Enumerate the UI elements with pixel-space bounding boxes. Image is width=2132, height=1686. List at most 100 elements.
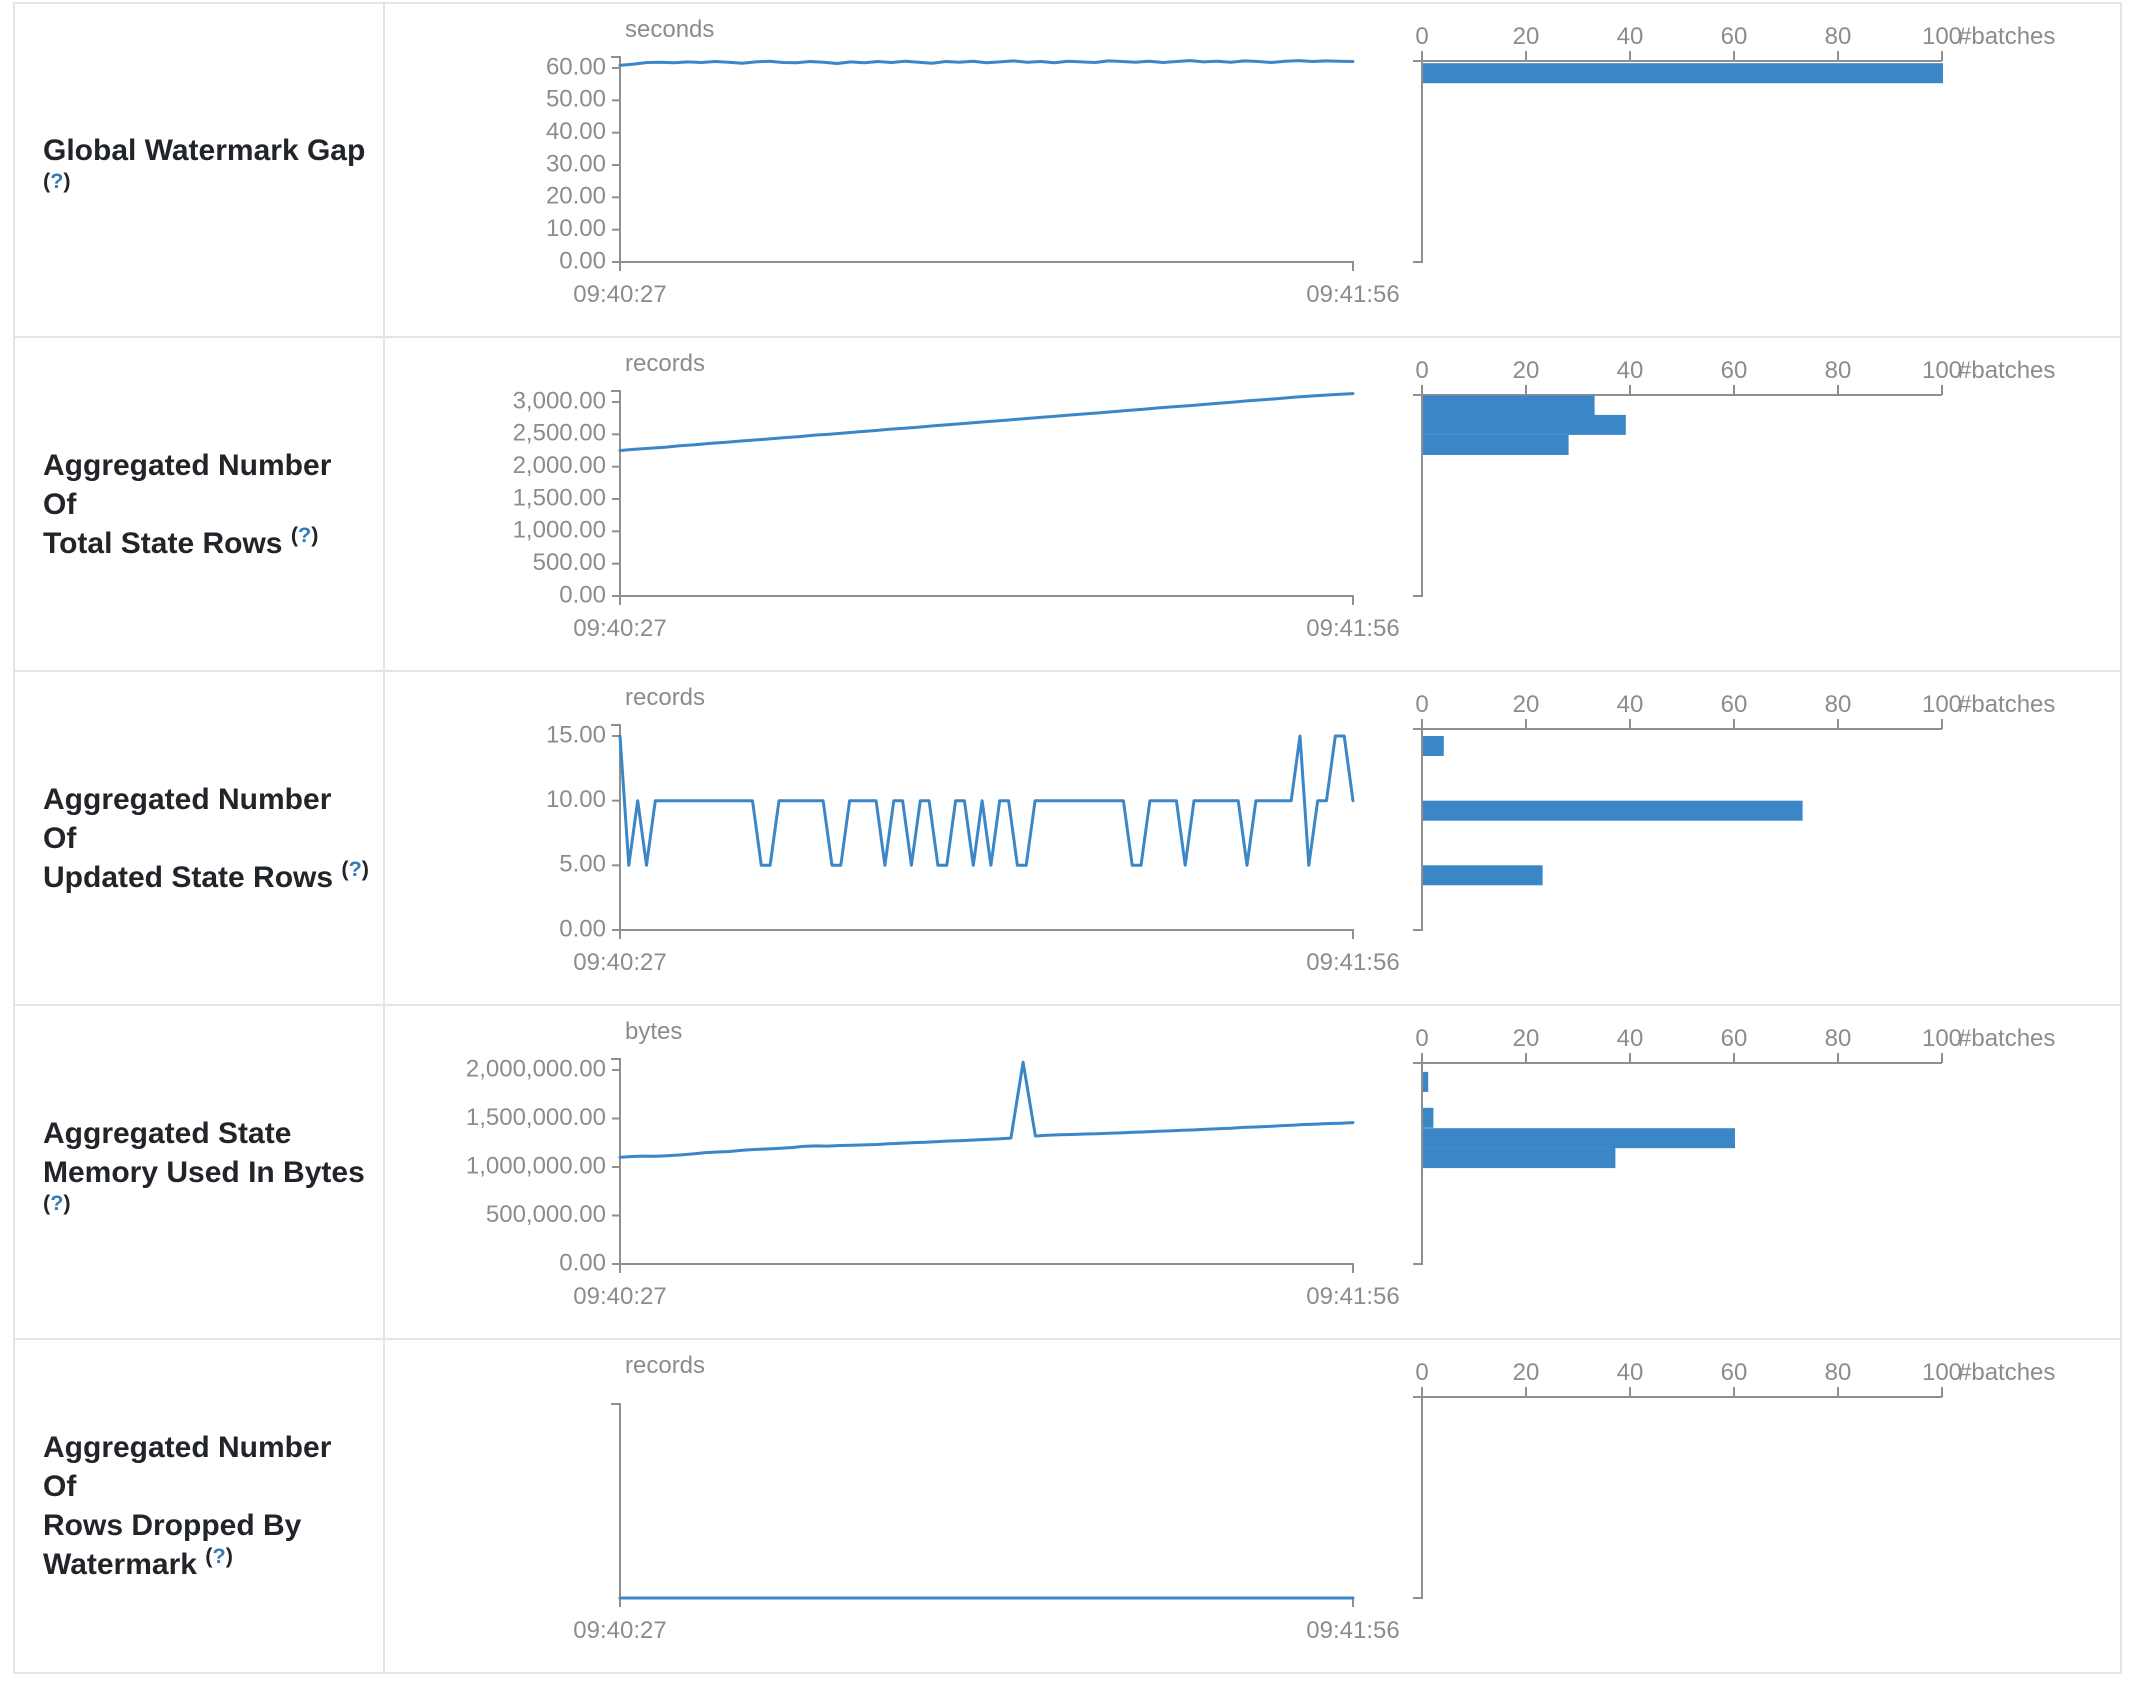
help-marker: (?) xyxy=(341,856,369,881)
metric-row: Global Watermark Gap (?) seconds 0.00 10.00… xyxy=(15,4,2120,338)
timeline-and-histogram-chart: seconds 0.00 10.00 20.00 30.00 40.00 50.00 60.0… xyxy=(546,16,2055,308)
metric-charts-cell: seconds 0.00 10.00 20.00 30.00 40.00 50.00 60.0… xyxy=(385,4,2122,336)
help-paren-open: ( xyxy=(43,168,51,193)
streaming-statistics-table: Global Watermark Gap (?) seconds 0.00 10.00… xyxy=(13,2,2122,1674)
timeline-y-tick-label: 2,000.00 xyxy=(513,452,606,479)
histogram-x-tick-label: 100 xyxy=(1922,1359,1962,1386)
help-link[interactable]: ? xyxy=(212,1543,226,1568)
histogram-y-axis xyxy=(1413,60,1423,263)
metric-charts-cell: bytes 0.00 500,000.00 1,000,000.00 1,500,000… xyxy=(385,1006,2122,1338)
timeline-y-tick-label: 500,000.00 xyxy=(486,1201,606,1228)
histogram-x-tick-label: 80 xyxy=(1825,1025,1852,1052)
timeline-y-tick-label: 1,000,000.00 xyxy=(466,1152,606,1179)
histogram-x-tick-label: 0 xyxy=(1415,357,1428,384)
timeline-and-histogram-chart: records 0.00 500.00 1,000.00 1,500.00 2,000.0… xyxy=(513,350,2056,642)
histogram-x-tick-label: 40 xyxy=(1617,1359,1644,1386)
help-paren-close: ) xyxy=(361,855,369,881)
timeline-y-tick-label: 40.00 xyxy=(546,118,606,145)
histogram-axis-label: #batches xyxy=(1958,357,2055,384)
metric-label: Global Watermark Gap (?) xyxy=(43,131,369,209)
histogram-y-axis xyxy=(1413,1396,1423,1599)
help-paren-close: ) xyxy=(63,168,71,193)
help-marker: (?) xyxy=(291,522,319,547)
help-link[interactable]: ? xyxy=(298,521,312,547)
help-paren-close: ) xyxy=(225,1543,233,1568)
histogram-bar xyxy=(1423,736,1444,756)
metric-label-line: Aggregated Number Of xyxy=(43,448,332,521)
metric-charts-cell: records 0.00 500.00 1,000.00 1,500.00 2,000.0… xyxy=(385,338,2122,670)
timeline-x-end-label: 09:41:56 xyxy=(1306,1617,1399,1644)
histogram-x-tick-label: 60 xyxy=(1721,691,1748,718)
timeline-y-tick-label: 2,500.00 xyxy=(513,420,606,447)
histogram-y-axis xyxy=(1413,394,1423,597)
timeline-x-axis xyxy=(619,595,1354,605)
help-paren-open: ( xyxy=(205,1543,213,1568)
timeline-y-tick-label: 50.00 xyxy=(546,86,606,113)
histogram-bar xyxy=(1423,800,1803,821)
metric-row: Aggregated State Memory Used In Bytes (?) … xyxy=(15,1006,2120,1340)
help-paren-close: ) xyxy=(63,1189,71,1215)
timeline-y-axis xyxy=(611,1403,621,1598)
histogram-bar xyxy=(1423,1148,1616,1169)
metric-label-line: Aggregated Number Of xyxy=(43,782,332,855)
histogram-x-tick-label: 60 xyxy=(1721,1025,1748,1052)
timeline-y-tick-label: 5.00 xyxy=(559,851,606,878)
metric-label: Aggregated Number Of Updated State Rows (… xyxy=(43,780,369,897)
histogram-x-tick-label: 60 xyxy=(1721,1359,1748,1386)
timeline-x-end-label: 09:41:56 xyxy=(1306,281,1399,308)
timeline-y-tick-label: 1,000.00 xyxy=(513,517,606,544)
histogram-y-axis xyxy=(1413,1062,1423,1265)
metric-label-cell: Aggregated Number Of Total State Rows (?) xyxy=(15,338,385,670)
histogram-x-tick-label: 60 xyxy=(1721,357,1748,384)
timeline-y-tick-label: 20.00 xyxy=(546,183,606,210)
histogram-x-tick-label: 80 xyxy=(1825,1359,1852,1386)
metric-label-cell: Aggregated Number Of Rows Dropped By Water… xyxy=(15,1340,385,1672)
metric-label-line: Aggregated State xyxy=(43,1116,292,1150)
timeline-x-start-label: 09:40:27 xyxy=(573,949,666,976)
help-marker: (?) xyxy=(43,1190,71,1215)
help-paren-close: ) xyxy=(311,521,319,547)
histogram-bar xyxy=(1423,865,1543,886)
histogram-x-tick-label: 20 xyxy=(1513,691,1540,718)
timeline-y-tick-label: 0.00 xyxy=(559,915,606,942)
histogram-axis-label: #batches xyxy=(1958,23,2055,50)
timeline-x-end-label: 09:41:56 xyxy=(1306,949,1399,976)
histogram-x-tick-label: 100 xyxy=(1922,23,1962,50)
timeline-x-start-label: 09:40:27 xyxy=(573,281,666,308)
timeline-y-tick-label: 1,500.00 xyxy=(513,484,606,511)
histogram-bar xyxy=(1423,435,1569,455)
metric-charts-cell: records 0.00 5.00 10.00 15.00 09:40:27 09:41:5… xyxy=(385,672,2122,1004)
timeline-line xyxy=(618,734,1355,867)
histogram-x-tick-label: 40 xyxy=(1617,357,1644,384)
metric-row: Aggregated Number Of Total State Rows (?)… xyxy=(15,338,2120,672)
timeline-x-start-label: 09:40:27 xyxy=(573,1617,666,1644)
timeline-unit-label: records xyxy=(625,350,705,377)
histogram-x-tick-label: 20 xyxy=(1513,23,1540,50)
timeline-y-tick-label: 60.00 xyxy=(546,53,606,80)
timeline-y-tick-label: 3,000.00 xyxy=(513,387,606,414)
timeline-x-end-label: 09:41:56 xyxy=(1306,615,1399,642)
metric-label-cell: Aggregated Number Of Updated State Rows (… xyxy=(15,672,385,1004)
timeline-line xyxy=(618,59,1355,67)
metric-label-line: Memory Used In Bytes xyxy=(43,1155,365,1189)
metric-label-line: Watermark xyxy=(43,1548,206,1581)
help-link[interactable]: ? xyxy=(50,168,64,193)
metric-row: Aggregated Number Of Updated State Rows (… xyxy=(15,672,2120,1006)
help-link[interactable]: ? xyxy=(348,855,362,881)
histogram-x-tick-label: 80 xyxy=(1825,357,1852,384)
timeline-unit-label: seconds xyxy=(625,16,714,43)
histogram-x-tick-label: 80 xyxy=(1825,691,1852,718)
metric-label-cell: Global Watermark Gap (?) xyxy=(15,4,385,336)
timeline-x-start-label: 09:40:27 xyxy=(573,1283,666,1310)
histogram-x-tick-label: 40 xyxy=(1617,1025,1644,1052)
timeline-y-axis xyxy=(611,724,621,930)
histogram-x-tick-label: 0 xyxy=(1415,1359,1428,1386)
timeline-x-axis xyxy=(619,1263,1354,1273)
help-link[interactable]: ? xyxy=(50,1189,64,1215)
metric-label: Aggregated Number Of Rows Dropped By Water… xyxy=(43,1428,369,1584)
metric-label-line: Total State Rows xyxy=(43,526,291,560)
histogram-axis-label: #batches xyxy=(1958,691,2055,718)
histogram-x-tick-label: 40 xyxy=(1617,691,1644,718)
timeline-y-axis xyxy=(611,56,621,262)
metric-label-line: Global Watermark Gap xyxy=(43,134,366,167)
